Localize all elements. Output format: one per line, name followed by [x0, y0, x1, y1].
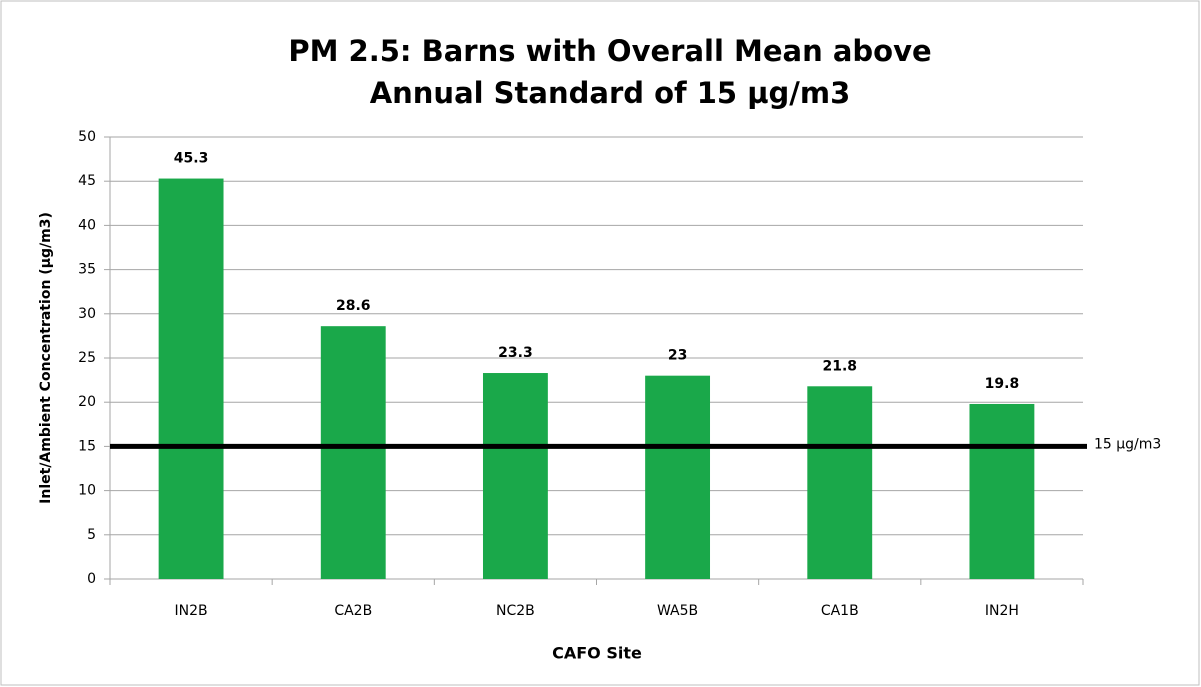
chart-title: PM 2.5: Barns with Overall Mean above An… [288, 34, 932, 110]
y-tick-label: 50 [78, 129, 96, 145]
y-tick-label: 0 [87, 571, 96, 587]
x-tick-label: CA1B [821, 603, 859, 619]
bar [320, 326, 386, 579]
y-axis-label: Inlet/Ambient Concentration (µg/m3) [38, 212, 54, 504]
y-tick-label: 5 [87, 527, 96, 543]
y-tick-label: 45 [78, 173, 96, 189]
bar [969, 403, 1035, 579]
data-label: 23.3 [498, 345, 533, 361]
bar [482, 373, 548, 579]
bar [645, 375, 711, 579]
x-tick-label: IN2B [175, 603, 208, 619]
y-tick-label: 10 [78, 483, 96, 499]
data-label: 21.8 [822, 358, 857, 374]
reference-label: 15 µg/m3 [1094, 436, 1161, 452]
x-tick-label: NC2B [496, 603, 535, 619]
y-tick-label: 40 [78, 217, 96, 233]
y-tick-label: 35 [78, 262, 96, 278]
x-tick-label: CA2B [334, 603, 372, 619]
x-tick-label: IN2H [985, 603, 1019, 619]
y-tick-label: 25 [78, 350, 96, 366]
y-tick-label: 30 [78, 306, 96, 322]
data-label: 28.6 [336, 298, 371, 314]
x-axis-label: CAFO Site [552, 644, 642, 663]
y-tick-label: 20 [78, 394, 96, 410]
x-tick-label: WA5B [657, 603, 698, 619]
data-label: 19.8 [985, 376, 1020, 392]
data-label: 45.3 [174, 151, 209, 167]
data-label: 23 [668, 348, 687, 364]
bar [158, 178, 224, 579]
y-tick-label: 15 [78, 438, 96, 454]
bar [807, 386, 873, 579]
